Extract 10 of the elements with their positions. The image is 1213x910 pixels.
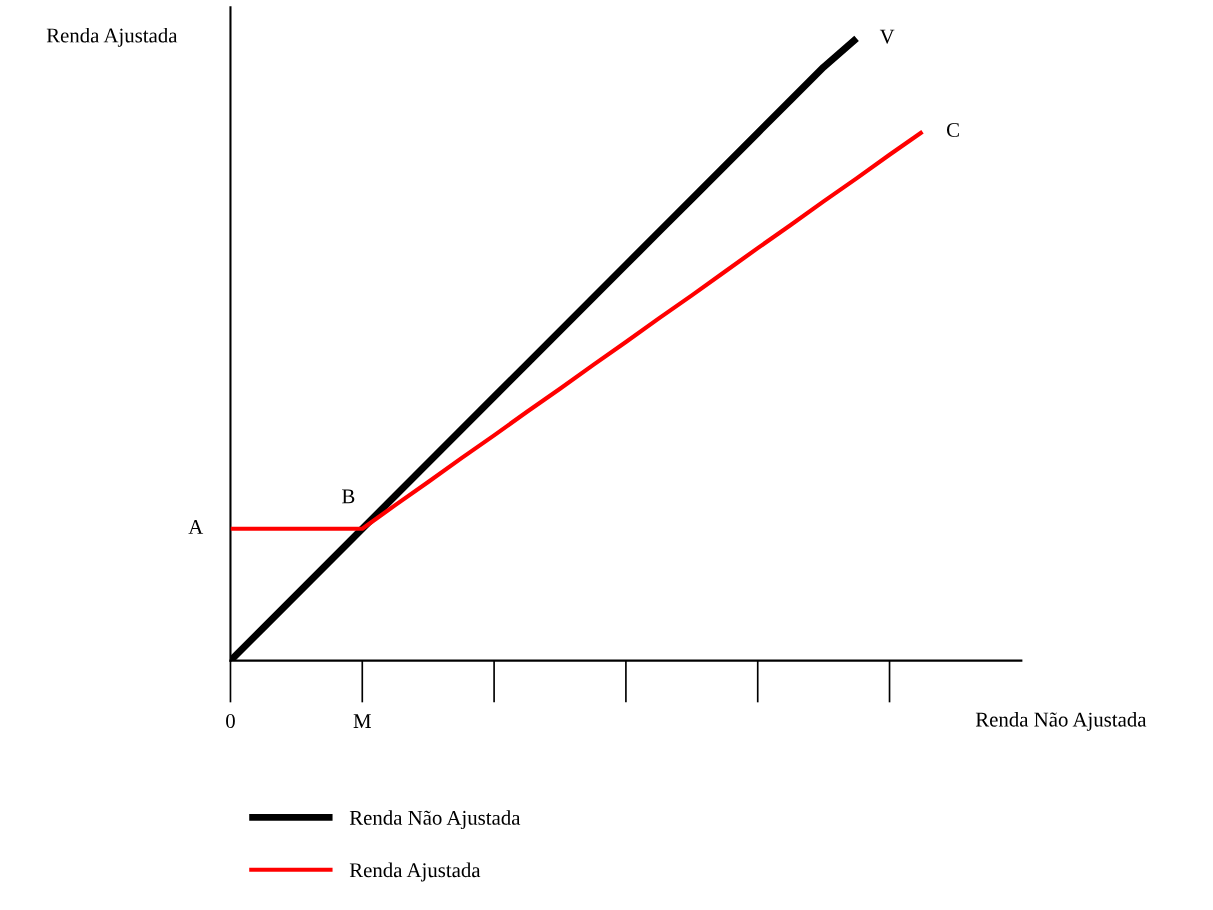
legend-label: Renda Ajustada [349,862,481,882]
annotation: C [946,122,959,137]
annotation: V [879,29,895,44]
annotation: B [342,489,355,504]
text: A [188,520,204,534]
y-axis-title: Renda Ajustada [46,27,178,47]
x-axis-title: Renda Não Ajustada [975,711,1147,731]
x-tick-label: M [353,714,371,728]
x-tick-label: 0 [226,714,235,729]
legend-label: Renda Não Ajustada [349,810,521,830]
